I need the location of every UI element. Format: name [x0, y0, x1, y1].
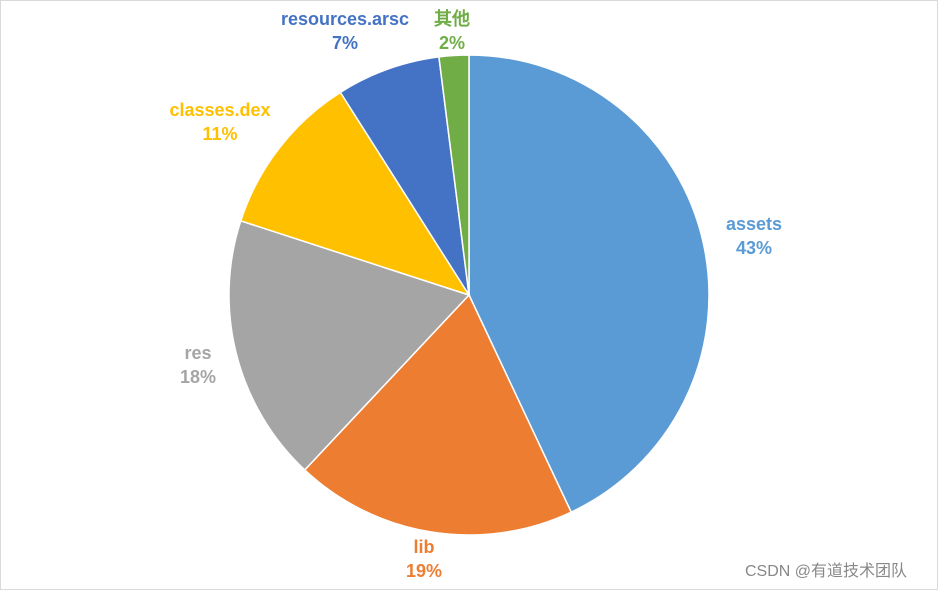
- pie-slice: [239, 91, 471, 297]
- slice-value-label: 2%: [439, 33, 465, 53]
- pie-slice: [438, 54, 470, 296]
- pie-slice: [468, 54, 710, 514]
- slice-label: resources.arsc: [281, 9, 409, 29]
- pie-slice: [228, 219, 471, 472]
- slice-value-label: 11%: [202, 124, 237, 144]
- slice-value-label: 19%: [406, 561, 442, 581]
- slice-label: classes.dex: [169, 100, 270, 120]
- watermark: CSDN @有道技术团队: [745, 562, 907, 580]
- slice-value-label: 18%: [180, 367, 216, 387]
- slice-value-label: 43%: [736, 238, 772, 258]
- pie-slice: [339, 56, 470, 296]
- slice-label: res: [184, 343, 211, 363]
- slice-label: 其他: [434, 8, 470, 29]
- slice-label: assets: [726, 214, 782, 234]
- pie-slice: [303, 293, 573, 536]
- slice-value-label: 7%: [332, 33, 358, 53]
- slice-label: lib: [414, 537, 435, 557]
